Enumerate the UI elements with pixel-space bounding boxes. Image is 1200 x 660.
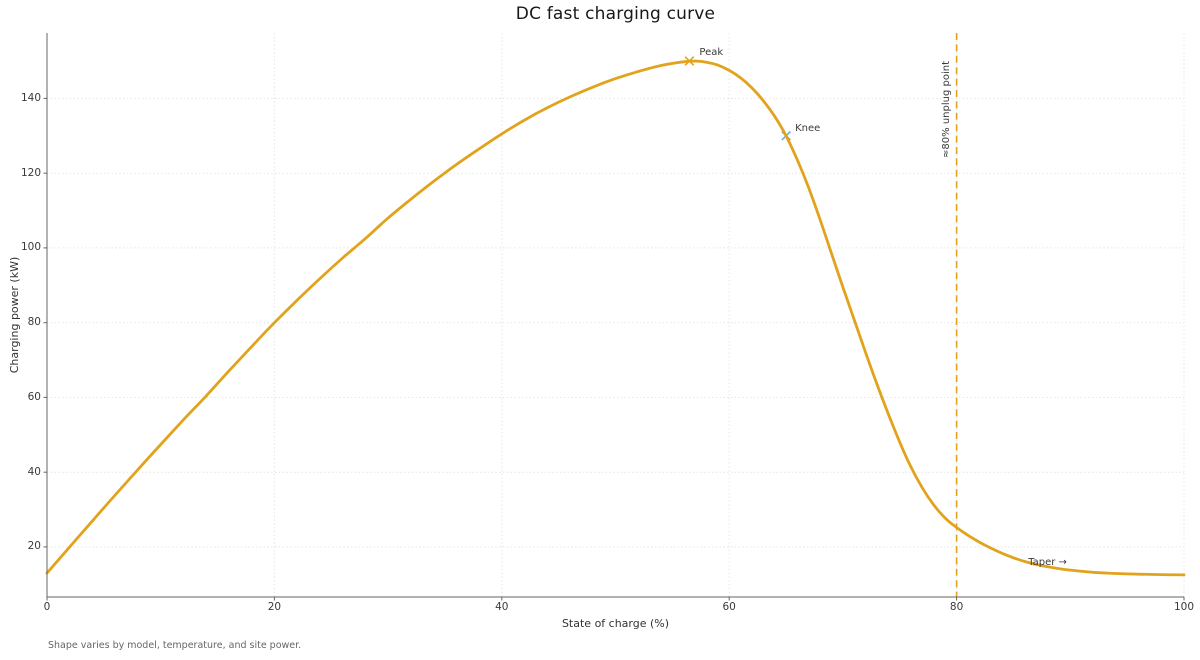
annotation-label: Peak (699, 47, 724, 58)
unplug-point-label: ≈80% unplug point (941, 61, 952, 158)
charging-curve (45, 59, 1186, 577)
annotation-label: Taper → (1028, 556, 1067, 568)
x-tick-label: 80 (949, 601, 964, 613)
y-axis-label: Charging power (kW) (8, 256, 21, 374)
x-tick-label: 40 (495, 601, 509, 613)
y-tick-label: 80 (27, 316, 41, 329)
y-tick-label: 60 (27, 390, 41, 403)
x-tick-label: 20 (267, 601, 282, 613)
y-tick-label: 140 (20, 91, 41, 104)
y-tick-label: 120 (20, 166, 41, 179)
chart-title: DC fast charging curve (515, 4, 716, 24)
x-tick-label: 60 (722, 601, 736, 613)
x-axis-label: State of charge (%) (561, 617, 670, 630)
y-tick-label: 100 (20, 241, 41, 254)
y-tick-label: 20 (27, 540, 41, 553)
chart-footnote: Shape varies by model, temperature, and … (48, 640, 302, 651)
annotation-label: Knee (795, 122, 821, 134)
x-tick-label: 100 (1173, 601, 1195, 613)
x-tick-label: 0 (43, 601, 51, 613)
y-tick-label: 40 (27, 465, 41, 478)
